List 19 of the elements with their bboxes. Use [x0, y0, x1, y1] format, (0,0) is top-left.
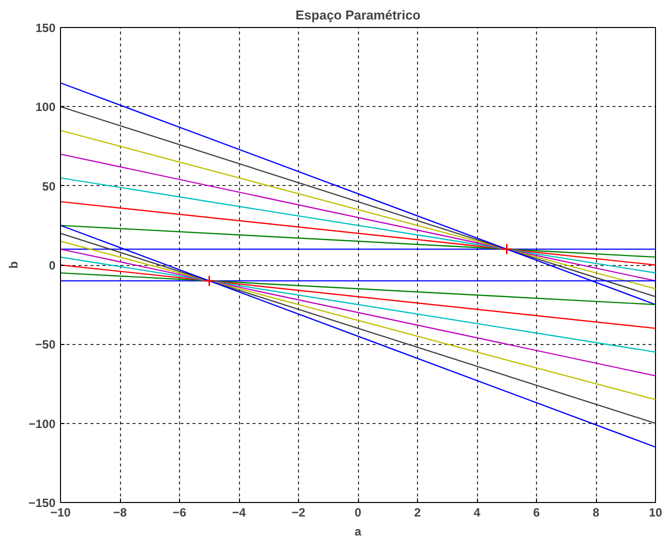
chart-title: Espaço Paramétrico: [296, 8, 421, 22]
y-tick-label: 0: [48, 258, 56, 272]
x-tick-label: −4: [232, 506, 246, 520]
y-axis-title: b: [6, 261, 20, 269]
x-tick-label: −8: [113, 506, 128, 520]
y-tick-label: 100: [35, 100, 56, 114]
y-tick-label: 50: [42, 179, 56, 194]
y-tick-label: −100: [28, 416, 56, 431]
y-tick-label: 150: [35, 21, 56, 35]
y-tick-label: −50: [35, 338, 56, 352]
x-tick-label: 0: [354, 506, 362, 520]
x-tick-label: 2: [414, 506, 422, 520]
x-tick-label: 8: [592, 506, 600, 520]
x-tick-label: 4: [474, 506, 481, 520]
x-axis-title: a: [354, 524, 362, 538]
x-tick-label: 10: [648, 506, 662, 520]
x-tick-label: −2: [292, 506, 306, 520]
x-tick-label: −6: [172, 506, 187, 520]
x-tick-label: 6: [533, 506, 540, 520]
